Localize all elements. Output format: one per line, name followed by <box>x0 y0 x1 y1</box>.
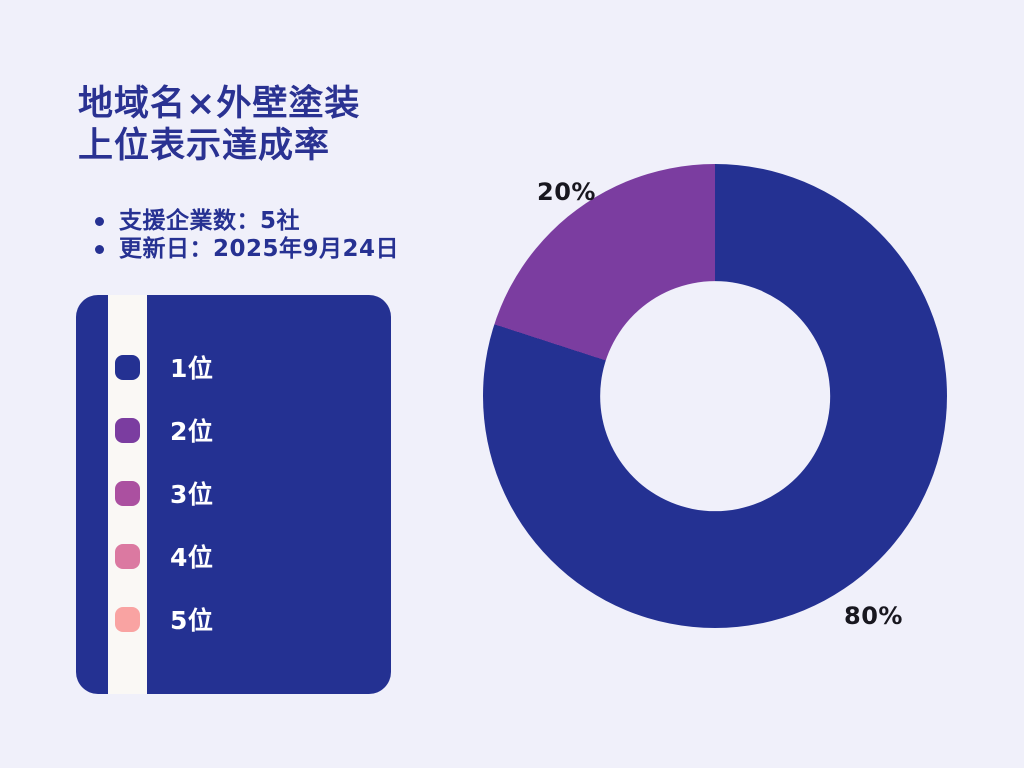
legend-swatch-rank4 <box>115 543 140 569</box>
page-title: 地域名×外壁塗装 上位表示達成率 <box>78 83 360 167</box>
legend-item-rank5: 5位 <box>76 593 391 645</box>
legend-panel: 1位 2位 3位 4位 5位 <box>76 295 391 694</box>
info-item-updated-text: 更新日：2025年9月24日 <box>119 236 400 262</box>
info-list: 支援企業数：5社 更新日：2025年9月24日 <box>95 207 399 263</box>
info-item-companies: 支援企業数：5社 <box>95 207 399 235</box>
donut-chart <box>483 164 947 628</box>
slice-data-label-rank1: 80% <box>844 602 903 630</box>
legend-item-rank1: 1位 <box>76 341 391 393</box>
bullet-dot-icon <box>95 217 104 226</box>
legend-swatch-rank5 <box>115 606 140 632</box>
legend-label-rank1: 1位 <box>170 354 214 383</box>
legend-label-rank2: 2位 <box>170 417 214 446</box>
info-item-companies-text: 支援企業数：5社 <box>119 208 301 234</box>
legend-swatch-rank2 <box>115 417 140 443</box>
donut-hole <box>600 281 830 511</box>
page-title-line2: 上位表示達成率 <box>78 126 331 166</box>
legend-label-rank3: 3位 <box>170 480 214 509</box>
info-item-updated: 更新日：2025年9月24日 <box>95 235 399 263</box>
legend-swatch-rank1 <box>115 354 140 380</box>
bullet-dot-icon <box>95 245 104 254</box>
legend-swatch-rank3 <box>115 480 140 506</box>
legend-items: 1位 2位 3位 4位 5位 <box>76 295 391 694</box>
legend-item-rank3: 3位 <box>76 467 391 519</box>
legend-item-rank4: 4位 <box>76 530 391 582</box>
page-title-line1: 地域名×外壁塗装 <box>78 84 361 124</box>
slice-data-label-rank2: 20% <box>537 178 596 206</box>
legend-label-rank4: 4位 <box>170 543 214 572</box>
legend-item-rank2: 2位 <box>76 404 391 456</box>
legend-label-rank5: 5位 <box>170 606 214 635</box>
